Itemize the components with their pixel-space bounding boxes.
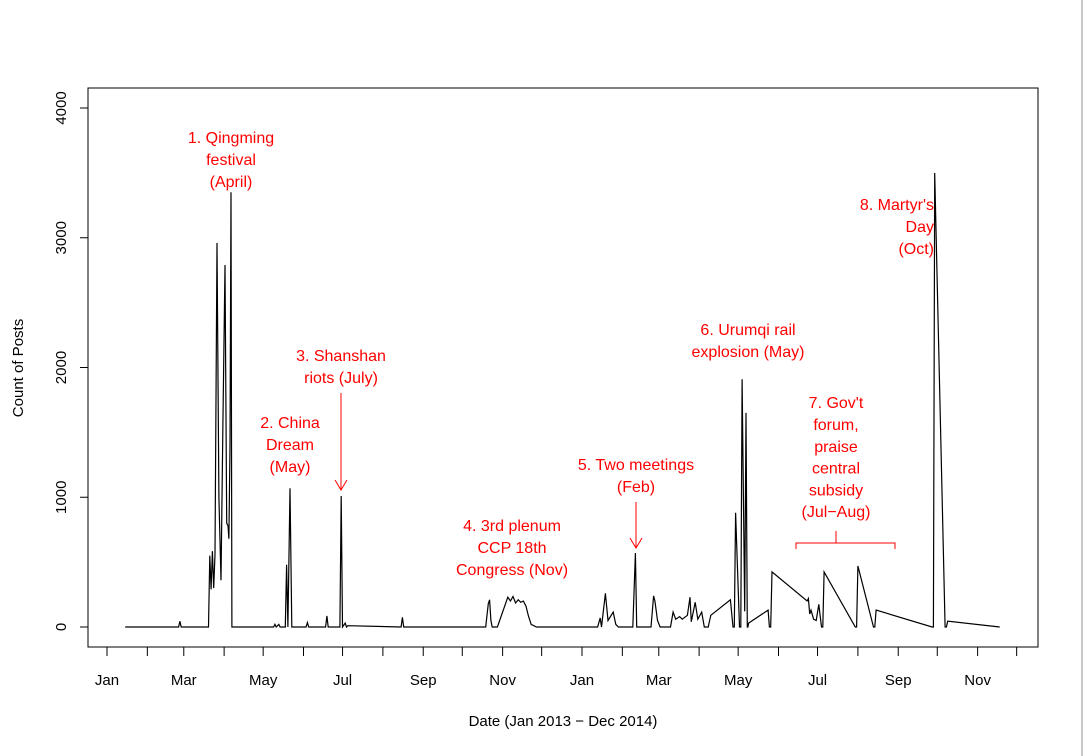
annotation-4: 4. 3rd plenum CCP 18th Congress (Nov) bbox=[456, 518, 568, 579]
annotation-text: forum, bbox=[813, 417, 858, 434]
annotation-2: 2. China Dream (May) bbox=[260, 415, 320, 476]
annotation-text: 6. Urumqi rail bbox=[700, 322, 795, 339]
annotation-5: 5. Two meetings (Feb) bbox=[578, 457, 694, 496]
y-tick-label: 4000 bbox=[53, 91, 70, 124]
x-tick-label: Jul bbox=[808, 672, 827, 689]
y-tick-label: 3000 bbox=[53, 221, 70, 254]
annotation-3: 3. Shanshan riots (July) bbox=[296, 348, 386, 387]
annotation-text: Dream bbox=[266, 437, 314, 454]
annotation-text: central bbox=[812, 461, 860, 478]
annotation-7: 7. Gov't forum, praise central subsidy (Jul−A… bbox=[802, 395, 871, 521]
annotation-text: 4. 3rd plenum bbox=[463, 518, 561, 535]
annotation-text: Congress (Nov) bbox=[456, 562, 568, 579]
annotation-text: 2. China bbox=[260, 415, 320, 432]
x-tick-label: Nov bbox=[489, 672, 516, 689]
annotation-3-arrow bbox=[334, 393, 348, 491]
annotation-text: 7. Gov't bbox=[809, 395, 864, 412]
annotation-6: 6. Urumqi rail explosion (May) bbox=[692, 322, 805, 361]
series-line-count-of-posts bbox=[125, 172, 1000, 629]
x-tick-label: May bbox=[724, 672, 753, 689]
x-tick-label: Mar bbox=[646, 672, 672, 689]
x-tick-label: Jan bbox=[570, 672, 594, 689]
x-tick-label: Sep bbox=[410, 672, 437, 689]
annotation-text: 5. Two meetings bbox=[578, 457, 694, 474]
y-tick-label: 2000 bbox=[53, 351, 70, 384]
annotation-text: riots (July) bbox=[304, 370, 378, 387]
y-tick-label: 0 bbox=[53, 623, 70, 631]
annotation-8: 8. Martyr's Day (Oct) bbox=[860, 197, 934, 258]
annotation-7-bracket bbox=[795, 531, 896, 549]
annotation-text: CCP 18th bbox=[477, 540, 546, 557]
annotations bbox=[334, 393, 896, 549]
annotation-text: 8. Martyr's bbox=[860, 197, 934, 214]
x-tick-label: May bbox=[249, 672, 278, 689]
x-tick-label: Nov bbox=[964, 672, 991, 689]
x-tick-label: Jan bbox=[95, 672, 119, 689]
x-tick-label: Sep bbox=[885, 672, 912, 689]
annotation-text: (Oct) bbox=[898, 241, 934, 258]
annotation-text: explosion (May) bbox=[692, 344, 805, 361]
x-axis-label: Date (Jan 2013 − Dec 2014) bbox=[469, 713, 658, 730]
y-tick-label: 1000 bbox=[53, 481, 70, 514]
annotation-text: (May) bbox=[270, 459, 311, 476]
y-axis: 0 1000 2000 3000 4000 bbox=[53, 91, 88, 631]
annotation-5-arrow bbox=[629, 502, 643, 549]
x-axis: Jan Mar May Jul Sep Nov Jan Mar May Jul Sep Nov bbox=[95, 646, 1018, 689]
annotation-text: subsidy bbox=[809, 482, 863, 499]
annotation-text: (Feb) bbox=[617, 479, 655, 496]
x-tick-label: Mar bbox=[171, 672, 197, 689]
annotation-text: (April) bbox=[210, 174, 253, 191]
annotation-1: 1. Qingming festival (April) bbox=[188, 130, 274, 191]
x-tick-label: Jul bbox=[333, 672, 352, 689]
annotation-text: festival bbox=[206, 152, 256, 169]
annotation-text: praise bbox=[814, 439, 858, 456]
y-axis-label: Count of Posts bbox=[10, 319, 27, 417]
annotation-text: (Jul−Aug) bbox=[802, 504, 871, 521]
annotation-text: Day bbox=[906, 219, 934, 236]
annotation-text: 1. Qingming bbox=[188, 130, 274, 147]
annotation-text: 3. Shanshan bbox=[296, 348, 386, 365]
